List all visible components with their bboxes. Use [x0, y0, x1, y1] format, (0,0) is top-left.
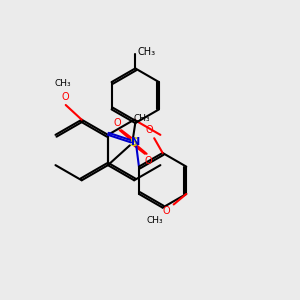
Text: S: S — [129, 136, 138, 148]
Text: O: O — [145, 156, 153, 167]
Text: O: O — [162, 206, 170, 216]
Text: CH₃: CH₃ — [146, 216, 163, 225]
Text: CH₃: CH₃ — [133, 113, 150, 122]
Text: O: O — [145, 125, 153, 135]
Text: N: N — [131, 137, 140, 147]
Text: CH₃: CH₃ — [54, 79, 71, 88]
Text: O: O — [114, 118, 122, 128]
Text: O: O — [62, 92, 70, 102]
Text: CH₃: CH₃ — [138, 46, 156, 57]
